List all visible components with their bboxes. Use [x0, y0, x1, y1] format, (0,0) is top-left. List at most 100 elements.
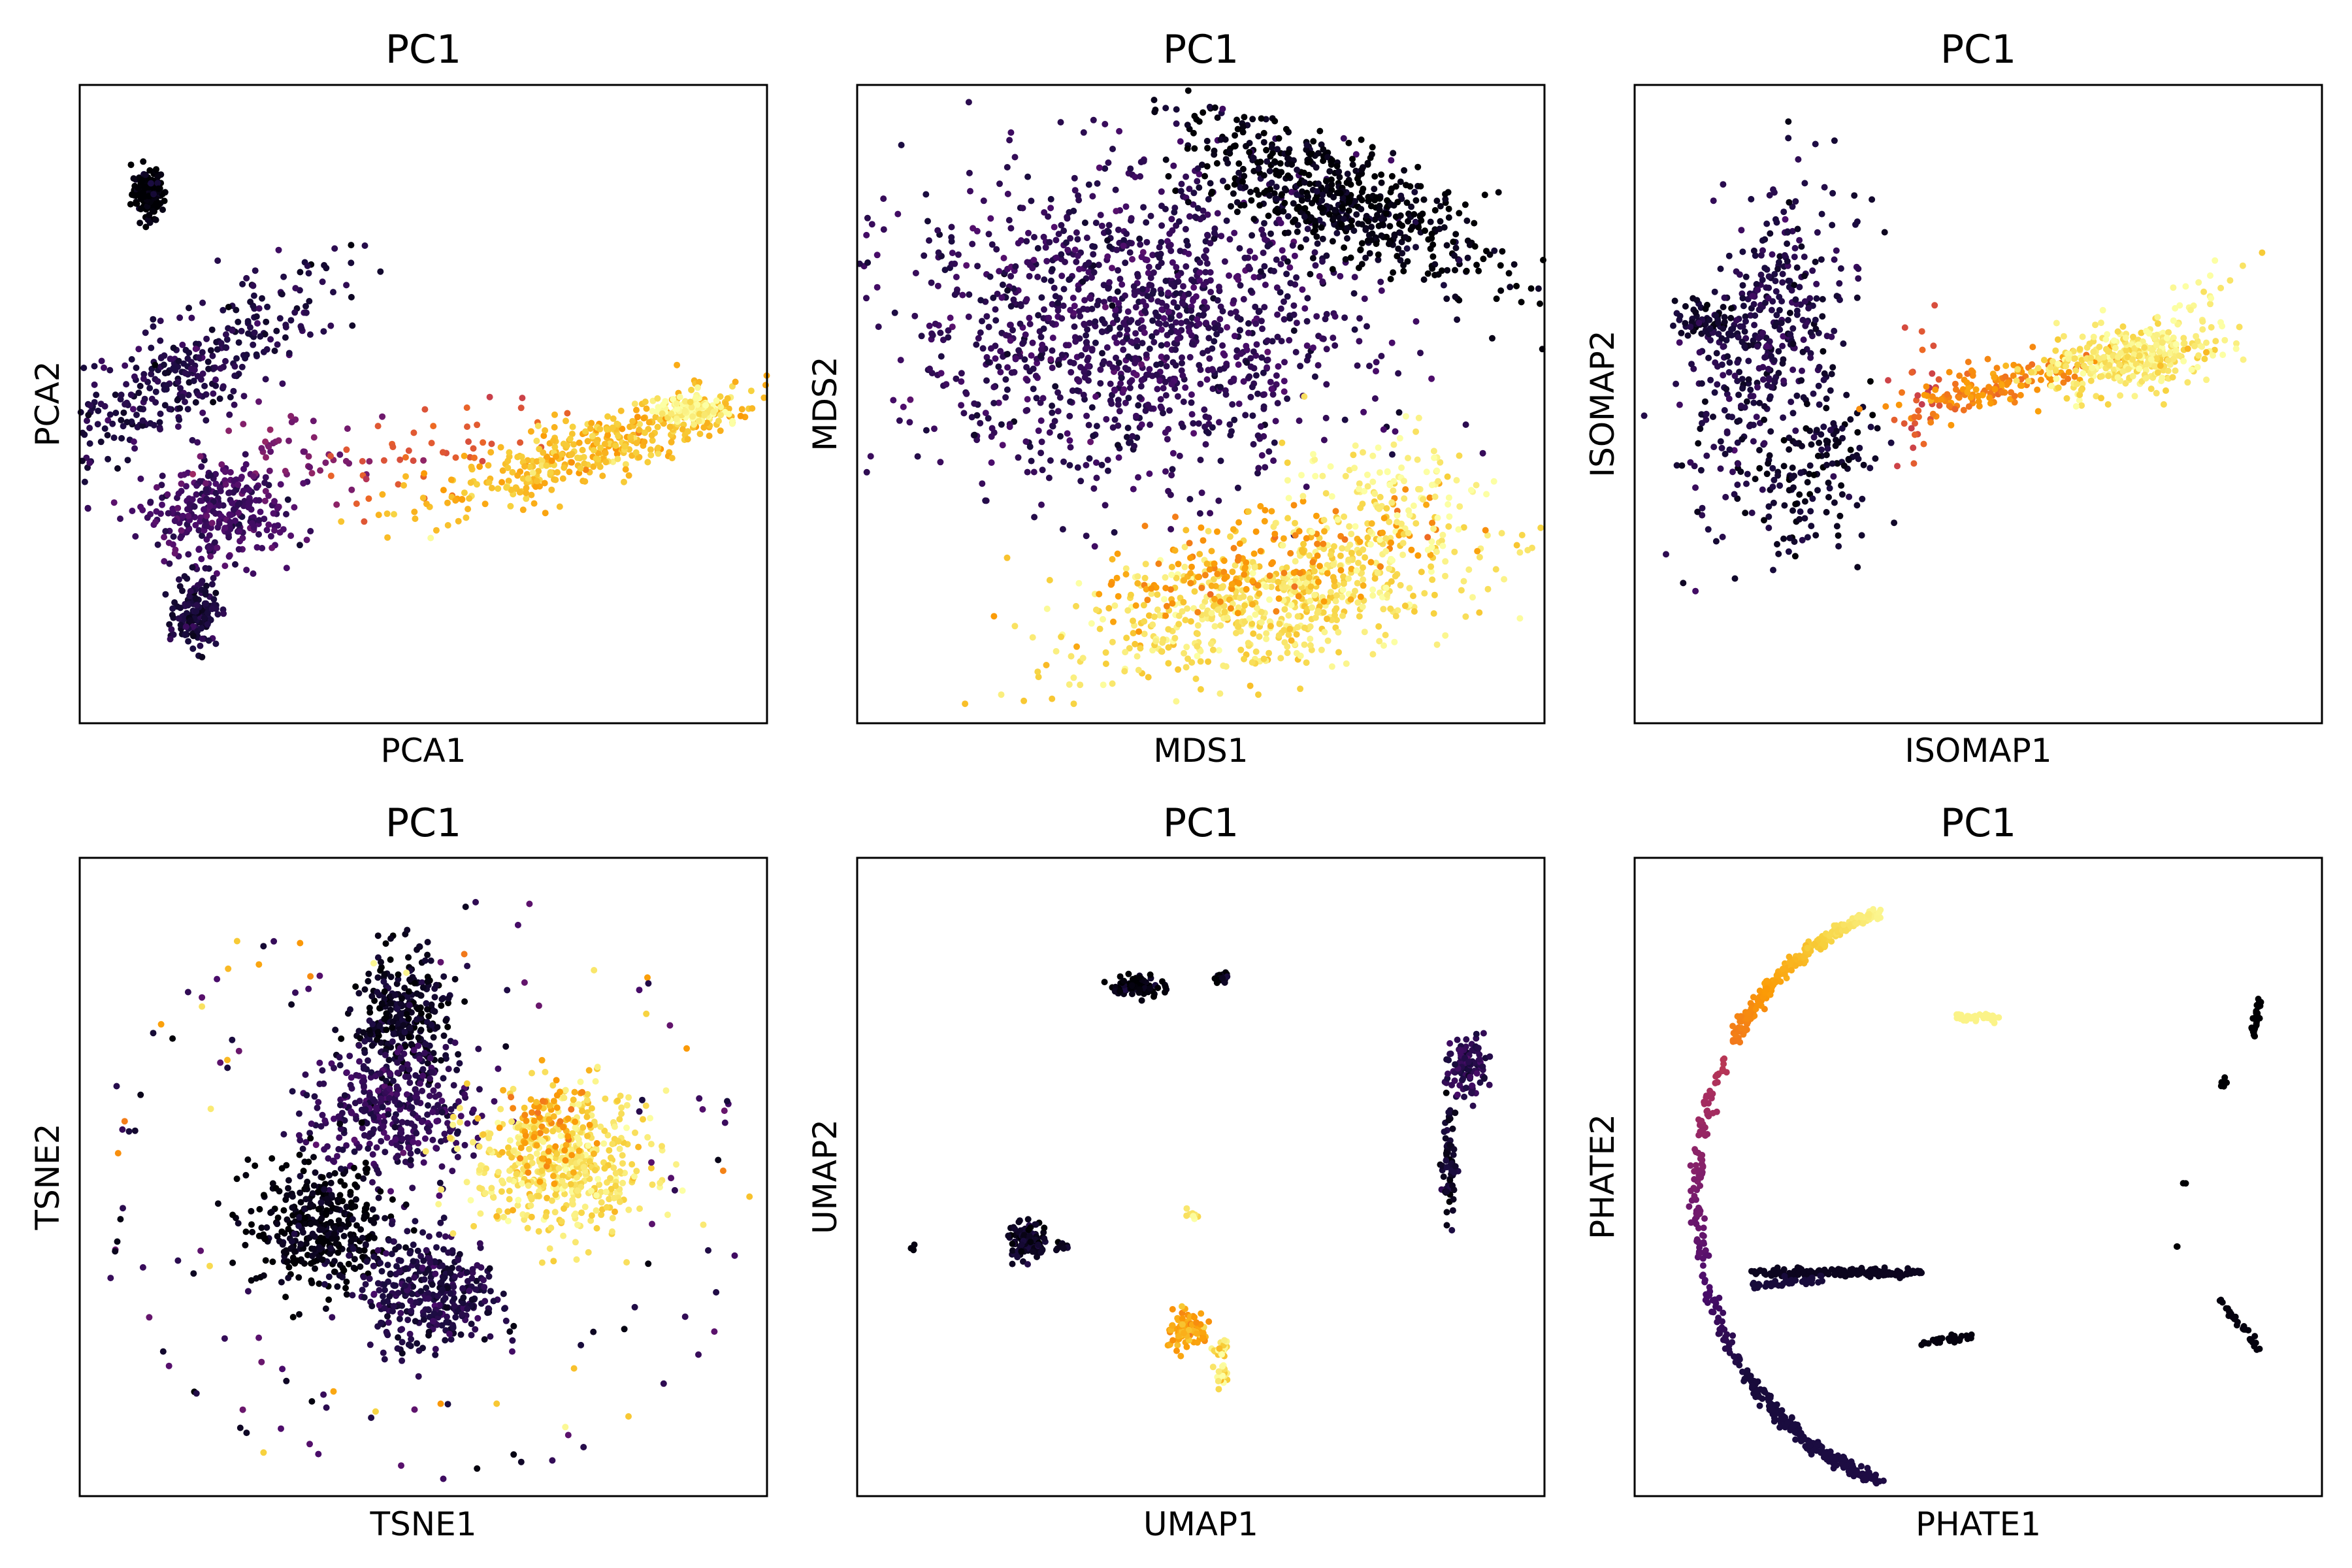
data-point: [1405, 455, 1411, 462]
data-point: [1139, 286, 1146, 293]
data-point: [1220, 557, 1228, 564]
data-point: [1358, 240, 1365, 247]
data-point: [1205, 658, 1212, 665]
data-point: [1324, 615, 1330, 623]
data-point: [1230, 297, 1237, 304]
data-point: [1823, 395, 1830, 402]
data-point: [1246, 149, 1253, 155]
data-point: [1230, 526, 1237, 533]
data-point: [1779, 342, 1786, 350]
data-point: [1333, 592, 1340, 599]
data-point: [1801, 253, 1808, 261]
data-point: [1173, 106, 1180, 113]
data-point: [1073, 258, 1080, 265]
data-point: [188, 365, 195, 372]
data-point: [1083, 412, 1090, 419]
data-point: [1196, 362, 1203, 368]
data-point: [1282, 187, 1290, 194]
data-point: [1319, 278, 1326, 286]
data-point: [168, 626, 175, 633]
data-point: [604, 432, 612, 438]
data-point: [177, 604, 184, 612]
data-point: [1756, 465, 1763, 472]
data-point: [1707, 376, 1714, 384]
data-point: [374, 423, 382, 430]
data-point: [1750, 399, 1757, 406]
data-point: [1825, 494, 1832, 500]
data-point: [523, 485, 530, 491]
data-point: [231, 372, 238, 380]
data-point: [1081, 321, 1088, 329]
data-point: [1271, 268, 1277, 274]
data-point: [405, 447, 412, 454]
data-point: [1102, 304, 1109, 310]
data-point: [1378, 171, 1385, 178]
data-point: [1791, 553, 1799, 560]
data-point: [167, 636, 174, 643]
data-point: [207, 553, 214, 560]
data-point: [225, 304, 232, 310]
data-point: [1761, 265, 1769, 272]
data-point: [1486, 251, 1494, 258]
data-point: [1891, 519, 1898, 527]
data-point: [1398, 464, 1405, 471]
data-point: [1768, 353, 1774, 360]
data-point: [184, 406, 191, 413]
data-point: [1004, 190, 1011, 197]
data-point: [258, 445, 265, 452]
data-point: [150, 323, 157, 330]
data-point: [331, 245, 338, 252]
data-point: [1304, 193, 1311, 200]
data-point: [1206, 566, 1213, 573]
data-point: [1303, 535, 1310, 542]
data-point: [232, 517, 238, 524]
data-point: [1748, 510, 1756, 516]
data-point: [199, 299, 206, 306]
data-point: [1197, 686, 1204, 693]
data-point: [1186, 496, 1194, 502]
data-point: [176, 416, 183, 423]
data-point: [261, 497, 269, 504]
data-point: [1260, 391, 1267, 399]
data-point: [1134, 573, 1141, 580]
data-point: [440, 487, 447, 494]
data-point: [1767, 230, 1774, 237]
data-point: [170, 533, 177, 540]
data-point: [1332, 508, 1339, 515]
data-point: [1191, 588, 1198, 595]
data-point: [366, 458, 373, 465]
data-point: [701, 412, 708, 418]
data-point: [1207, 180, 1214, 187]
data-point: [1064, 215, 1071, 222]
data-point: [421, 406, 429, 413]
data-point: [411, 508, 418, 515]
data-point: [918, 333, 925, 340]
data-point: [1507, 284, 1514, 291]
data-point: [1399, 250, 1406, 257]
data-point: [1463, 267, 1470, 274]
data-point: [1171, 547, 1179, 554]
x-axis-label: MDS1: [1153, 732, 1248, 770]
data-point: [1277, 655, 1284, 662]
data-point: [1191, 145, 1198, 152]
data-point: [1231, 333, 1238, 340]
data-point: [725, 410, 732, 417]
data-point: [1222, 663, 1230, 670]
data-point: [1267, 230, 1274, 237]
data-point: [1111, 296, 1118, 303]
data-point: [1074, 464, 1081, 471]
data-point: [1158, 203, 1165, 210]
data-point: [1775, 348, 1782, 355]
data-point: [523, 495, 530, 502]
data-point: [1101, 320, 1108, 327]
data-point: [1433, 467, 1441, 474]
data-point: [189, 564, 196, 571]
data-point: [1792, 500, 1799, 508]
data-point: [1024, 406, 1031, 414]
data-point: [1234, 125, 1241, 133]
data-point: [206, 502, 214, 510]
data-point: [223, 336, 231, 343]
data-point: [1241, 114, 1248, 121]
data-point: [1083, 339, 1090, 346]
data-point: [1818, 431, 1825, 438]
